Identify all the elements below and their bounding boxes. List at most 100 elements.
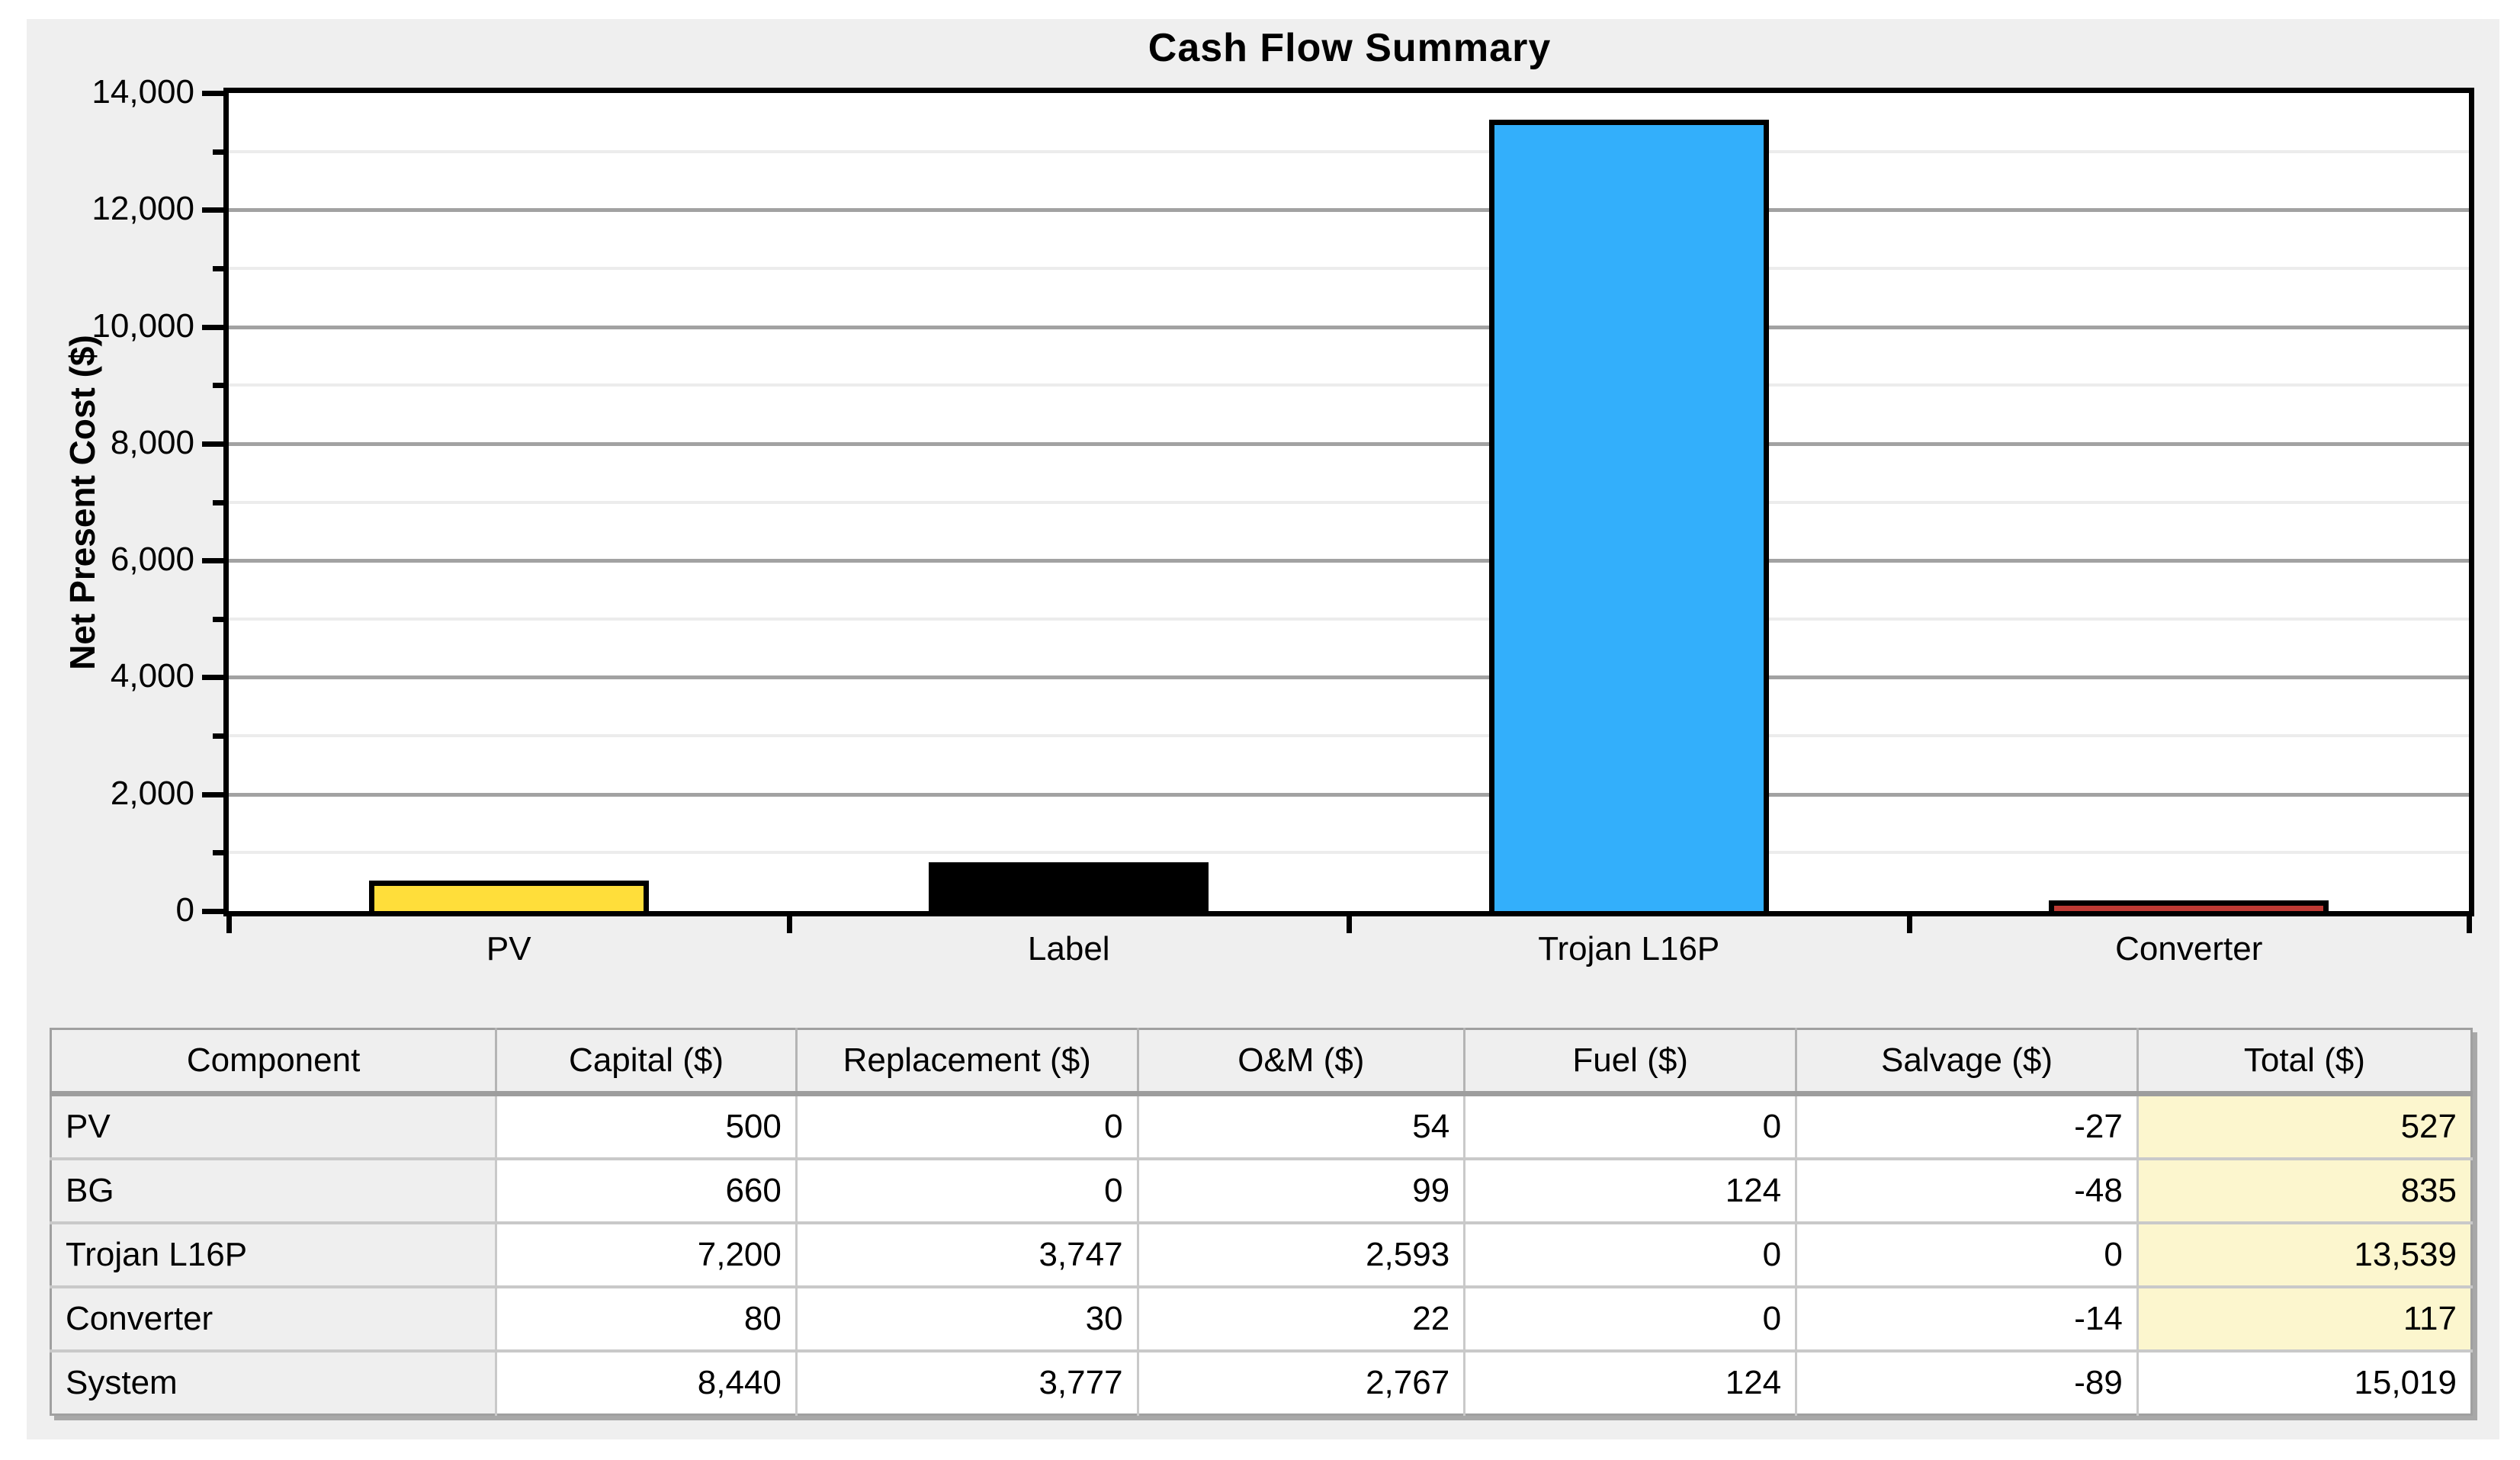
component-name-cell: Converter <box>50 1285 496 1351</box>
grid-line-minor <box>229 266 2469 270</box>
value-cell: -89 <box>1795 1349 2138 1415</box>
x-tick <box>226 916 232 933</box>
grid-line-major <box>229 208 2469 213</box>
value-cell: 22 <box>1136 1285 1465 1351</box>
component-name-cell: BG <box>50 1157 496 1223</box>
report-panel: Cash Flow Summary Net Present Cost ($) P… <box>27 19 2499 1439</box>
x-tick <box>786 916 792 933</box>
value-cell: 0 <box>1463 1092 1796 1159</box>
total-value-cell: 835 <box>2136 1157 2472 1223</box>
y-tick-label: 0 <box>175 891 194 929</box>
y-tick-label: 14,000 <box>91 73 194 111</box>
table-row-system: System 8,440 3,777 2,767 124 -89 15,019 <box>50 1349 2472 1415</box>
grid-line-major <box>229 675 2469 680</box>
table-header-cell: Capital ($) <box>495 1028 797 1096</box>
table-header-cell: Replacement ($) <box>795 1028 1138 1096</box>
value-cell: -27 <box>1795 1092 2138 1159</box>
y-minor-tick <box>213 265 223 271</box>
grid-line-minor <box>229 617 2469 621</box>
y-tick-label: 6,000 <box>110 541 194 579</box>
value-cell: 0 <box>795 1092 1138 1159</box>
table-row-pv: PV 500 0 54 0 -27 527 <box>50 1092 2472 1159</box>
value-cell: 0 <box>795 1157 1138 1223</box>
chart-title: Cash Flow Summary <box>1148 26 1552 70</box>
y-major-tick <box>202 441 223 447</box>
table-row-converter: Converter 80 30 22 0 -14 117 <box>50 1285 2472 1351</box>
value-cell: 99 <box>1136 1157 1465 1223</box>
y-minor-tick <box>213 616 223 622</box>
bar-converter <box>2049 900 2329 911</box>
component-name-cell: System <box>50 1349 496 1415</box>
total-value-cell: 117 <box>2136 1285 2472 1351</box>
x-category-label: Label <box>1027 930 1110 967</box>
value-cell: 124 <box>1463 1157 1796 1223</box>
grid-line-minor <box>229 500 2469 504</box>
y-tick-label: 10,000 <box>91 306 194 345</box>
value-cell: 500 <box>495 1092 797 1159</box>
grid-line-major <box>229 559 2469 563</box>
y-tick-label: 12,000 <box>91 190 194 228</box>
y-minor-tick <box>213 733 223 740</box>
value-cell: 30 <box>795 1285 1138 1351</box>
y-tick-label: 4,000 <box>110 657 194 695</box>
component-name-cell: PV <box>50 1092 496 1159</box>
y-major-tick <box>202 207 223 213</box>
y-minor-tick <box>213 499 223 505</box>
y-minor-tick <box>213 149 223 155</box>
x-tick <box>1347 916 1352 933</box>
y-major-tick <box>202 91 223 96</box>
table-header-cell: Fuel ($) <box>1463 1028 1796 1096</box>
x-tick <box>2467 916 2472 933</box>
y-major-tick <box>202 324 223 330</box>
grid-line-minor <box>229 149 2469 153</box>
bar-label <box>929 862 1209 911</box>
component-name-cell: Trojan L16P <box>50 1221 496 1287</box>
value-cell: 660 <box>495 1157 797 1223</box>
total-value-cell: 15,019 <box>2136 1349 2472 1415</box>
table-header-cell: Salvage ($) <box>1795 1028 2138 1096</box>
value-cell: 8,440 <box>495 1349 797 1415</box>
grid-line-major <box>229 325 2469 329</box>
value-cell: -48 <box>1795 1157 2138 1223</box>
value-cell: 3,747 <box>795 1221 1138 1287</box>
x-category-label: Converter <box>2115 930 2263 967</box>
y-minor-tick <box>213 383 223 389</box>
cost-summary-table: Component Capital ($) Replacement ($) O&M (… <box>50 1028 2473 1416</box>
y-major-tick <box>202 675 223 681</box>
x-category-label: PV <box>486 930 531 967</box>
value-cell: 3,777 <box>795 1349 1138 1415</box>
table-header-cell: Total ($) <box>2136 1028 2472 1096</box>
value-cell: 80 <box>495 1285 797 1351</box>
grid-line-minor <box>229 383 2469 387</box>
table-header-row: Component Capital ($) Replacement ($) O&M (… <box>50 1028 2472 1096</box>
value-cell: 124 <box>1463 1349 1796 1415</box>
value-cell: 2,767 <box>1136 1349 1465 1415</box>
x-category-label: Trojan L16P <box>1538 930 1720 967</box>
y-major-tick <box>202 909 223 914</box>
value-cell: 0 <box>1463 1221 1796 1287</box>
y-axis-title: Net Present Cost ($) <box>63 335 102 670</box>
grid-line-minor <box>229 734 2469 738</box>
x-tick <box>1906 916 1912 933</box>
y-major-tick <box>202 558 223 564</box>
grid-line-major <box>229 792 2469 797</box>
value-cell: 54 <box>1136 1092 1465 1159</box>
value-cell: 2,593 <box>1136 1221 1465 1287</box>
table-header-cell: O&M ($) <box>1136 1028 1465 1096</box>
value-cell: -14 <box>1795 1285 2138 1351</box>
y-major-tick <box>202 791 223 797</box>
grid-line-minor <box>229 851 2469 855</box>
grid-line-major <box>229 441 2469 446</box>
y-minor-tick <box>213 850 223 856</box>
bar-trojan-l16p <box>1489 120 1769 911</box>
value-cell: 7,200 <box>495 1221 797 1287</box>
y-tick-label: 2,000 <box>110 774 194 812</box>
table-header-cell: Component <box>50 1028 496 1096</box>
total-value-cell: 13,539 <box>2136 1221 2472 1287</box>
bar-chart-plot-area <box>223 88 2474 916</box>
bar-pv <box>369 881 649 911</box>
y-tick-label: 8,000 <box>110 423 194 461</box>
total-value-cell: 527 <box>2136 1092 2472 1159</box>
value-cell: 0 <box>1795 1221 2138 1287</box>
